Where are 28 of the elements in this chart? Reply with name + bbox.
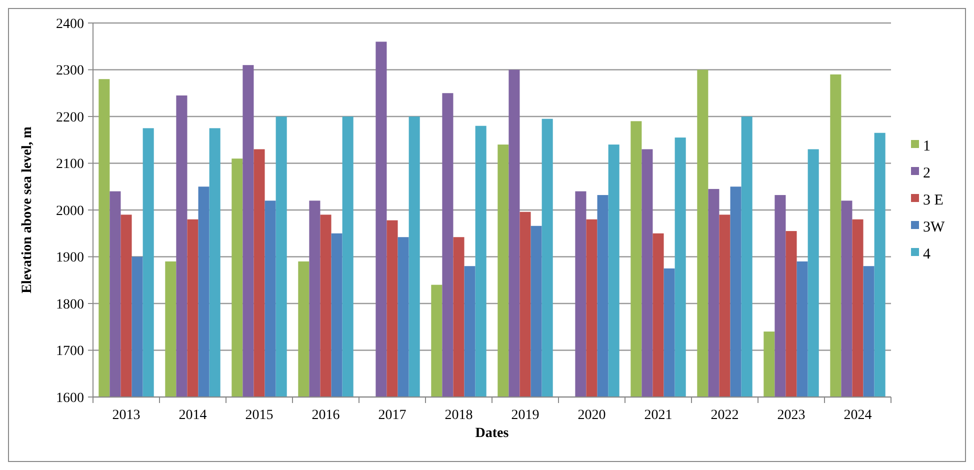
x-tick-label: 2019 bbox=[511, 408, 540, 423]
x-tick-label: 2021 bbox=[644, 408, 672, 423]
legend-label: 4 bbox=[923, 246, 931, 262]
y-axis-title: Elevation above sea level, m bbox=[20, 126, 35, 294]
y-tick-label: 2000 bbox=[56, 204, 84, 219]
x-tick-label: 2020 bbox=[578, 408, 606, 423]
legend-label: 3 E bbox=[923, 192, 944, 208]
x-tick-label: 2018 bbox=[444, 408, 473, 423]
y-tick-label: 1800 bbox=[56, 297, 84, 312]
y-tick-label: 1900 bbox=[56, 250, 84, 266]
y-tick-label: 2300 bbox=[56, 64, 84, 79]
x-tick-label: 2014 bbox=[178, 408, 207, 423]
legend-label: 1 bbox=[923, 138, 930, 154]
x-tick-label: 2013 bbox=[112, 408, 140, 423]
y-tick-label: 1600 bbox=[56, 390, 84, 406]
x-tick-label: 2017 bbox=[378, 408, 406, 423]
y-tick-label: 2100 bbox=[56, 157, 84, 172]
y-tick-label: 1700 bbox=[56, 344, 84, 360]
x-tick-label: 2015 bbox=[245, 408, 274, 423]
x-tick-label: 2016 bbox=[312, 408, 340, 423]
x-tick-label: 2023 bbox=[777, 408, 806, 423]
y-tick-label: 2200 bbox=[56, 110, 84, 126]
y-tick-label: 2400 bbox=[56, 16, 84, 32]
x-axis-title: Dates bbox=[475, 426, 510, 441]
x-tick-label: 2024 bbox=[844, 408, 872, 423]
x-tick-label: 2022 bbox=[710, 408, 739, 423]
legend-label: 2 bbox=[923, 165, 930, 182]
legend-label: 3W bbox=[923, 219, 946, 236]
